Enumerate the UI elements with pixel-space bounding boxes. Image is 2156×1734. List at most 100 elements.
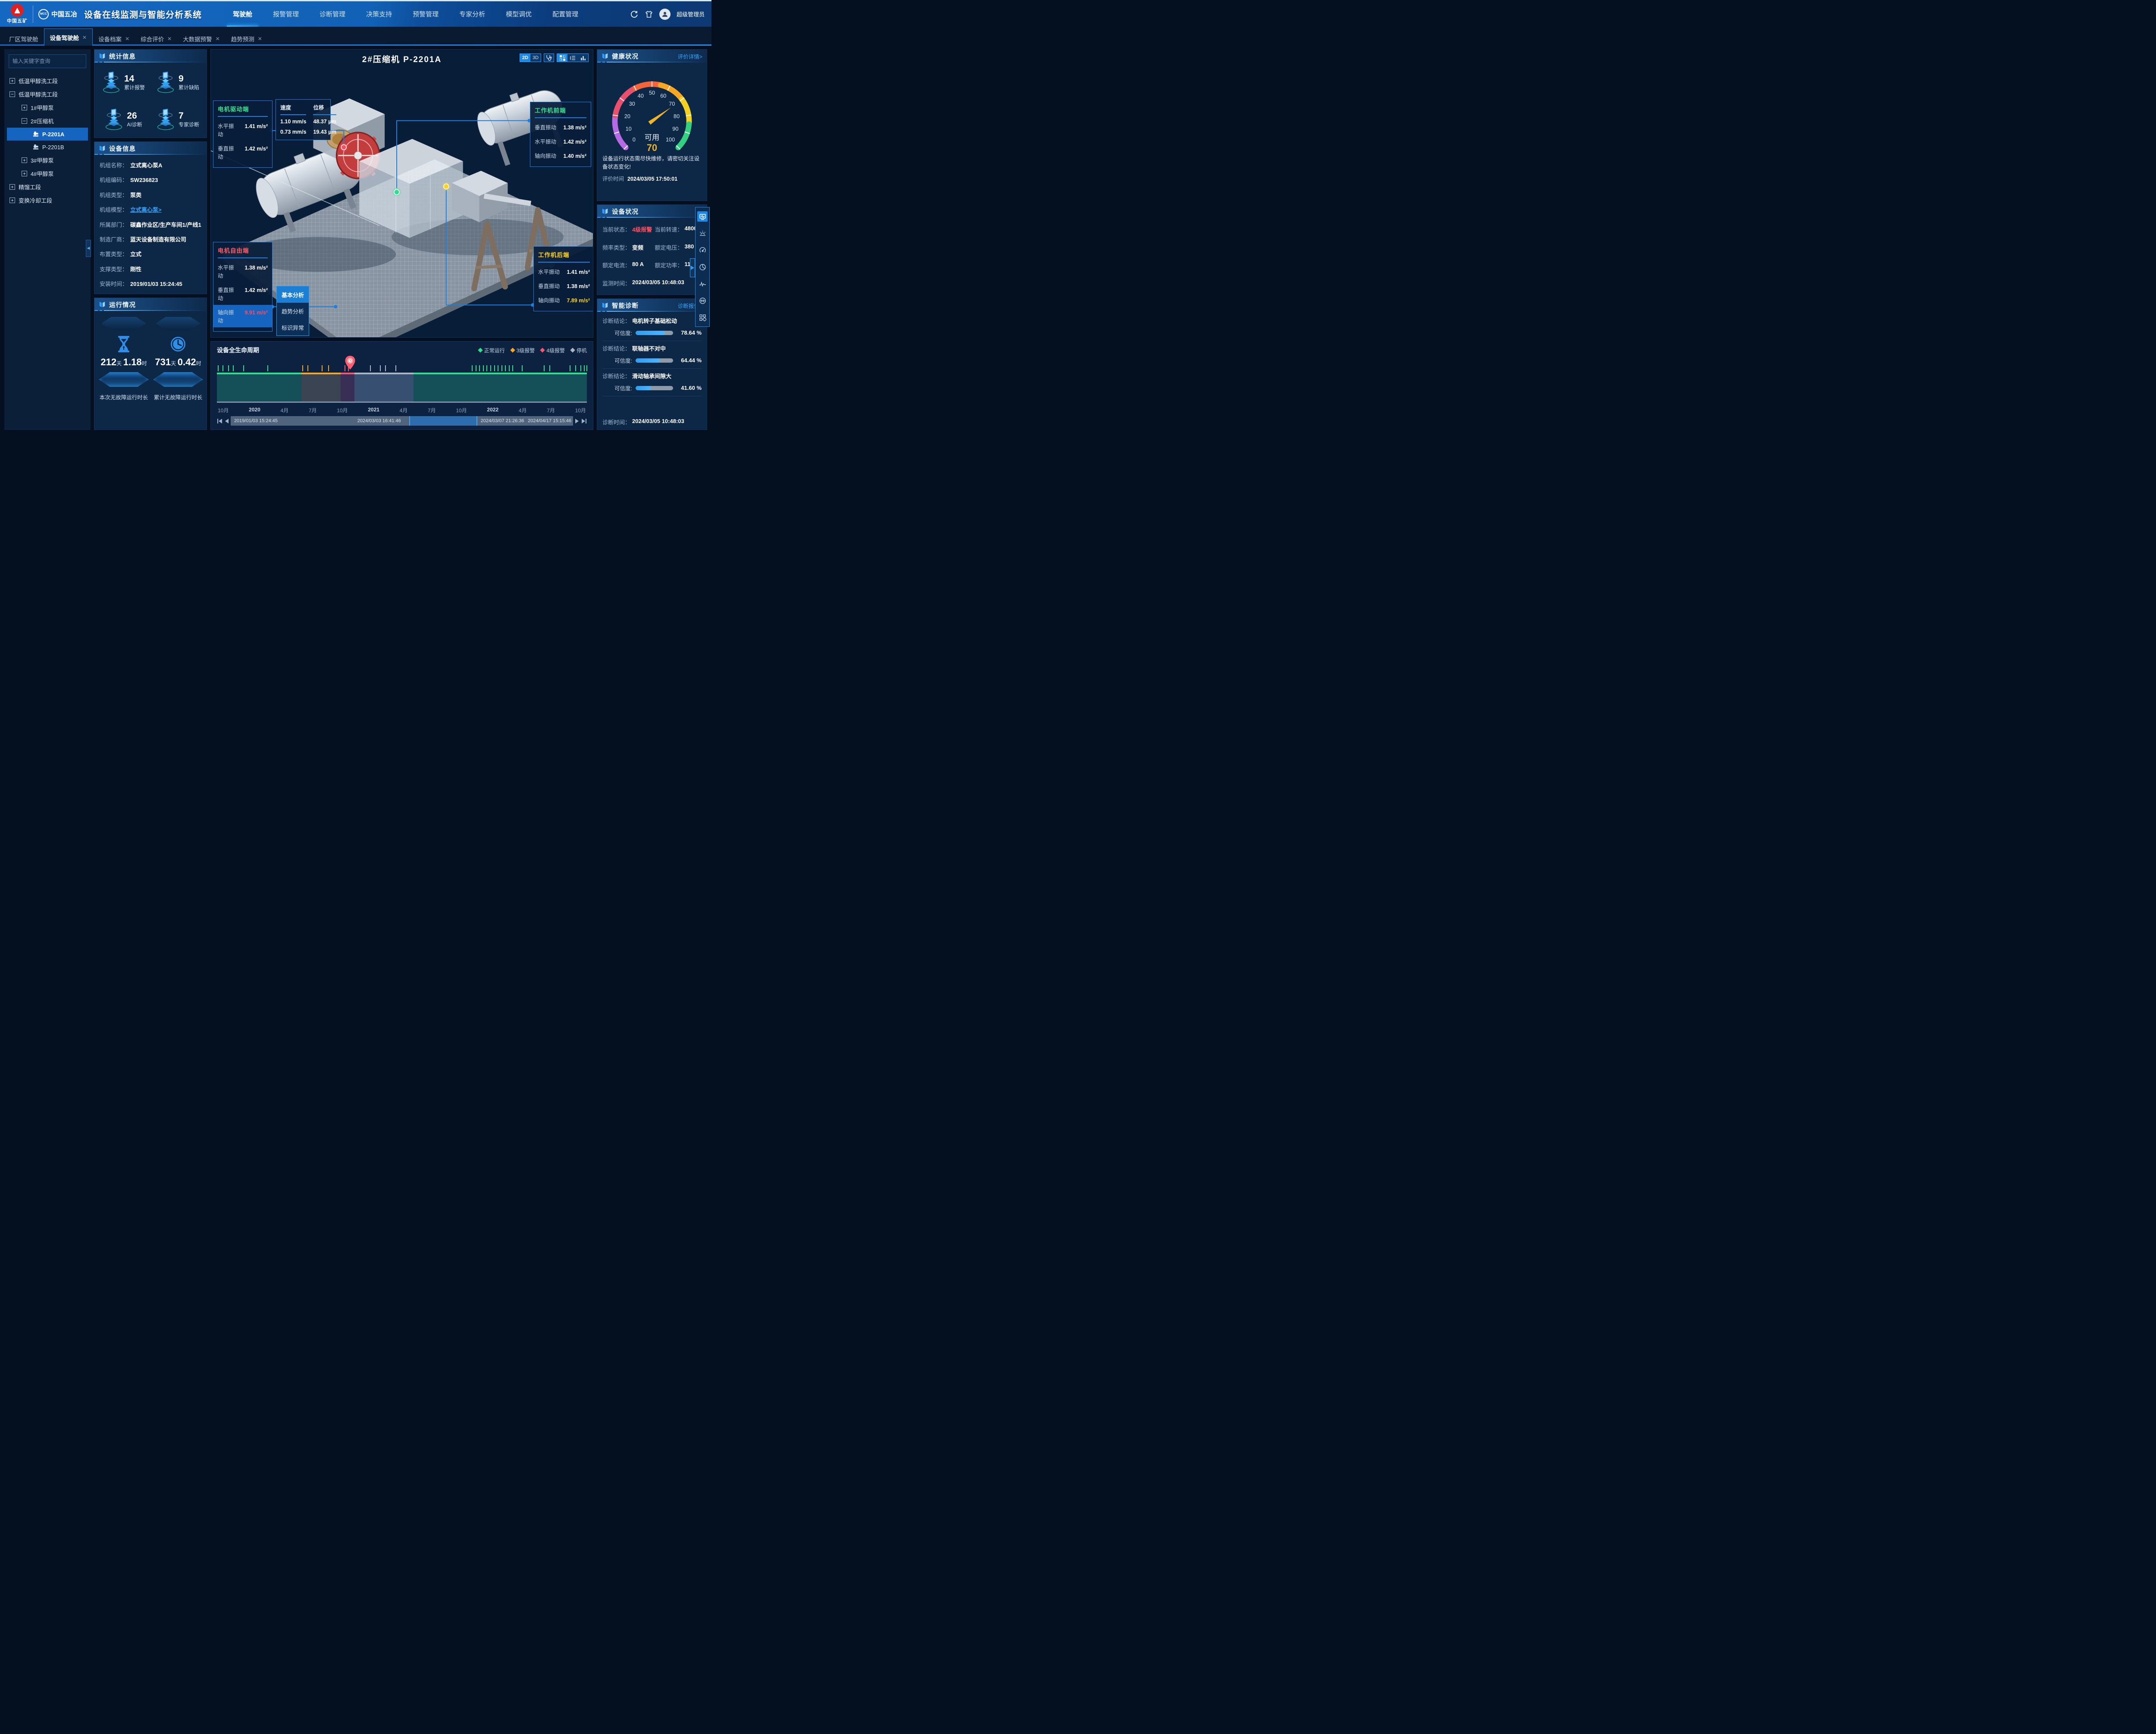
tree-node-section2[interactable]: − 低温甲醇洗工段 bbox=[7, 88, 88, 101]
legend-item[interactable]: 停机 bbox=[570, 347, 587, 354]
expand-icon[interactable]: + bbox=[9, 184, 15, 190]
menu-item-mark-anomaly[interactable]: 标识异常 bbox=[281, 324, 304, 331]
measure-row[interactable]: 水平振动 1.38 m/s² bbox=[218, 265, 268, 279]
expand-icon[interactable]: + bbox=[22, 171, 27, 176]
menu-item-warning[interactable]: 预警管理 bbox=[413, 11, 439, 18]
tab-factory-cockpit[interactable]: 厂区驾驶舱 bbox=[9, 36, 38, 43]
list-view-button[interactable] bbox=[567, 54, 578, 62]
tool-waveform[interactable] bbox=[697, 279, 708, 289]
tree-node-p2201b[interactable]: P-2201B bbox=[7, 141, 88, 154]
tab-device-cockpit[interactable]: 设备驾驶舱 ✕ bbox=[44, 28, 93, 46]
mode-2d-button[interactable]: 2D bbox=[520, 54, 530, 62]
tool-axis-balance[interactable] bbox=[697, 295, 708, 306]
username-label[interactable]: 超级管理员 bbox=[676, 11, 705, 18]
timeline-first-button[interactable] bbox=[217, 418, 222, 424]
menu-item-expert[interactable]: 专家分析 bbox=[459, 11, 486, 18]
tab-trend-forecast[interactable]: 趋势预测 ✕ bbox=[231, 36, 262, 43]
tree-node-distillation[interactable]: + 精馏工段 bbox=[7, 180, 88, 194]
mode-3d-button[interactable]: 3D bbox=[530, 54, 541, 62]
menu-item-basic-analysis[interactable]: 基本分析 bbox=[277, 286, 309, 303]
menu-item-config[interactable]: 配置管理 bbox=[552, 11, 579, 18]
expand-icon[interactable]: + bbox=[22, 105, 27, 110]
tree-node-pump1[interactable]: +1#甲醇泵 bbox=[7, 101, 88, 114]
tool-alarm[interactable] bbox=[697, 228, 708, 238]
close-icon[interactable]: ✕ bbox=[167, 36, 172, 42]
menu-item-model[interactable]: 模型调优 bbox=[506, 11, 532, 18]
measure-row[interactable]: 水平振动 1.41 m/s² bbox=[538, 269, 590, 275]
menu-item-trend-analysis[interactable]: 趋势分析 bbox=[281, 308, 304, 315]
timeline-marker-pin[interactable] bbox=[345, 356, 355, 371]
legend-item[interactable]: 3级报警 bbox=[510, 347, 535, 354]
panel-title: 设备信息 bbox=[109, 145, 136, 153]
tree-node-p2201a[interactable]: P-2201A bbox=[7, 128, 88, 141]
timeline-selection[interactable] bbox=[409, 416, 477, 426]
tool-components[interactable] bbox=[697, 312, 708, 323]
tree-node-cooling[interactable]: + 变换冷却工段 bbox=[7, 194, 88, 207]
expand-icon[interactable]: + bbox=[9, 198, 15, 203]
timeline-last-button[interactable] bbox=[581, 418, 587, 424]
timeline-scrollbar[interactable]: 2019/01/03 15:24:45 2024/03/03 16:41:46 … bbox=[231, 416, 573, 426]
collapse-icon[interactable]: − bbox=[22, 118, 27, 124]
measure-row[interactable]: 轴向振动 7.89 m/s² bbox=[538, 298, 590, 304]
panel-flag-icon bbox=[602, 302, 608, 309]
close-icon[interactable]: ✕ bbox=[125, 36, 130, 42]
legend-item[interactable]: 正常运行 bbox=[477, 347, 505, 354]
tree-node-pump3[interactable]: +3#甲醇泵 bbox=[7, 154, 88, 167]
measure-row[interactable]: 垂直振动 1.38 m/s² bbox=[538, 283, 590, 289]
expand-icon[interactable]: + bbox=[22, 157, 27, 163]
chart-view-button[interactable] bbox=[578, 54, 588, 62]
tree-node-section1[interactable]: + 低温甲醇洗工段 bbox=[7, 74, 88, 88]
menu-item-decision[interactable]: 决策支持 bbox=[366, 11, 392, 18]
timeline-tick bbox=[385, 365, 386, 371]
measure-row[interactable]: 垂直振动 1.42 m/s² bbox=[218, 287, 268, 301]
measure-row[interactable]: 水平振动 1.42 m/s² bbox=[535, 139, 586, 145]
tool-pie-chart[interactable] bbox=[697, 262, 708, 272]
lifecycle-timeline[interactable] bbox=[217, 356, 587, 405]
toolbar-expander[interactable] bbox=[690, 258, 695, 277]
sidebar-collapse-handle[interactable]: ◀ bbox=[86, 239, 91, 257]
legend-item[interactable]: 4级报警 bbox=[540, 347, 565, 354]
collapse-icon[interactable]: − bbox=[9, 91, 15, 97]
panel-flag-icon bbox=[602, 53, 608, 60]
timeline-prev-button[interactable] bbox=[224, 418, 229, 424]
timeline-next-button[interactable] bbox=[575, 418, 580, 424]
tool-machine-monitor[interactable] bbox=[697, 211, 708, 222]
measure-row[interactable]: 轴向振动 1.40 m/s² bbox=[535, 153, 586, 159]
tree-node-pump4[interactable]: +4#甲醇泵 bbox=[7, 167, 88, 180]
timeline-segment[interactable] bbox=[341, 373, 355, 374]
measure-row-selected[interactable]: 轴向振动 9.91 m/s² bbox=[213, 305, 272, 327]
timeline-segment[interactable] bbox=[414, 373, 587, 374]
model-link[interactable]: 立式离心泵> bbox=[130, 207, 162, 213]
timeline-segment[interactable] bbox=[217, 373, 301, 374]
theme-skin-icon[interactable] bbox=[645, 10, 653, 19]
user-avatar[interactable] bbox=[659, 8, 671, 20]
measure-row[interactable]: 垂直振动 1.38 m/s² bbox=[535, 125, 586, 131]
tab-device-archive[interactable]: 设备档案 ✕ bbox=[98, 36, 130, 43]
refresh-icon[interactable] bbox=[630, 10, 639, 19]
search-input[interactable] bbox=[13, 58, 82, 64]
tab-evaluation[interactable]: 综合评价 ✕ bbox=[141, 36, 172, 43]
mcc-brand: MCC 中国五冶 设备在线监测与智能分析系统 bbox=[38, 8, 202, 20]
evaluation-detail-link[interactable]: 评价详情> bbox=[677, 53, 702, 60]
measure-row[interactable]: 垂直振动 1.42 m/s² bbox=[218, 146, 268, 160]
timeline-segment[interactable] bbox=[354, 373, 414, 374]
menu-item-alarm[interactable]: 报警管理 bbox=[273, 11, 299, 18]
tree-node-compressor2[interactable]: −2#压缩机 bbox=[7, 114, 88, 128]
close-icon[interactable]: ✕ bbox=[215, 36, 220, 42]
menu-item-cockpit[interactable]: 驾驶舱 bbox=[227, 1, 259, 27]
tool-gauge[interactable] bbox=[697, 245, 708, 255]
close-icon[interactable]: ✕ bbox=[82, 34, 87, 41]
tab-bigdata-warning[interactable]: 大数据预警 ✕ bbox=[183, 36, 220, 43]
menu-item-diagnosis[interactable]: 诊断管理 bbox=[320, 11, 346, 18]
running-panel: 运行情况 212天 1.18时 本次无故障运行时长 bbox=[94, 298, 207, 430]
info-row: 安装时间： 2019/01/03 15:24:45 bbox=[100, 281, 182, 288]
close-icon[interactable]: ✕ bbox=[257, 36, 262, 42]
measure-row[interactable]: 水平振动 1.41 m/s² bbox=[218, 123, 268, 138]
layout-grid-button[interactable] bbox=[557, 54, 567, 62]
holo-cube-icon bbox=[104, 109, 123, 130]
model-viewer-3d[interactable]: 2#压缩机 P-2201A 2D 3D bbox=[210, 49, 593, 338]
expand-icon[interactable]: + bbox=[9, 78, 15, 84]
timeline-segment[interactable] bbox=[301, 373, 341, 374]
stat-expert-diagnosis: 7 专家诊断 bbox=[150, 104, 205, 135]
diagnosis-tool-button[interactable] bbox=[544, 53, 554, 62]
